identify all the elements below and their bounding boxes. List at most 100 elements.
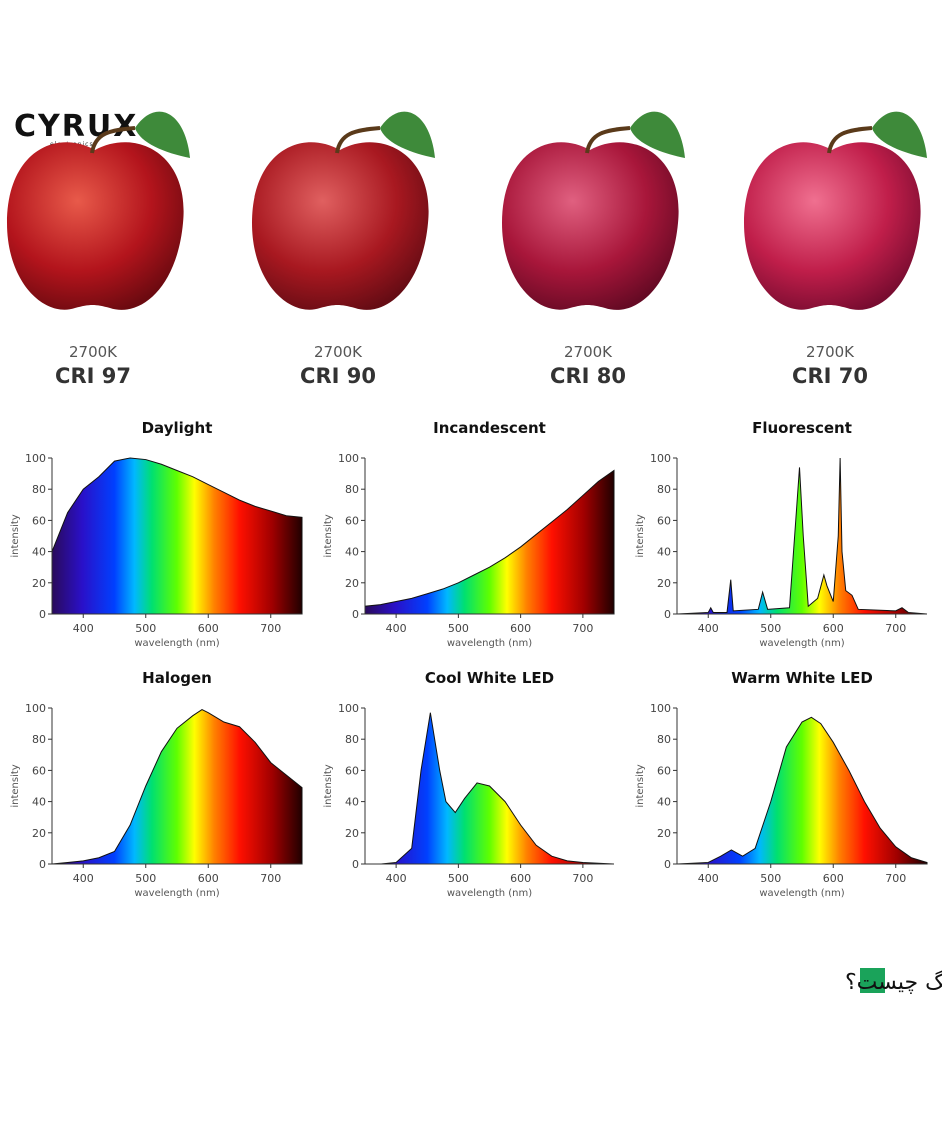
x-tick-label: 500 — [135, 872, 156, 885]
apple — [252, 142, 429, 310]
bullet — [860, 968, 885, 993]
chart-title: Incandescent — [433, 419, 546, 437]
chart: Incandescent 0 20 40 60 80 100 400 500 600 700 wave… — [323, 419, 615, 649]
y-tick-label: 100 — [25, 452, 46, 465]
y-tick-label: 80 — [32, 733, 46, 746]
y-axis-label: intensity — [635, 514, 646, 557]
x-tick-label: 700 — [572, 872, 593, 885]
chart-title: Fluorescent — [752, 419, 852, 437]
y-tick-label: 100 — [25, 702, 46, 715]
cri-label: CRI 70 — [792, 364, 868, 388]
x-tick-label: 400 — [386, 622, 407, 635]
x-tick-label: 700 — [572, 622, 593, 635]
y-tick-label: 40 — [657, 796, 671, 809]
y-tick-label: 60 — [32, 514, 46, 527]
x-tick-label: 500 — [760, 622, 781, 635]
cri-label: CRI 97 — [55, 364, 131, 388]
apple — [502, 142, 679, 310]
cri-label: CRI 80 — [550, 364, 626, 388]
spectrum-area — [51, 708, 303, 865]
x-tick-label: 500 — [760, 872, 781, 885]
y-tick-label: 0 — [352, 858, 359, 871]
chart-title: Warm White LED — [731, 669, 873, 687]
y-axis-label: intensity — [323, 764, 334, 807]
x-tick-label: 400 — [73, 622, 94, 635]
y-axis-label: intensity — [635, 764, 646, 807]
y-tick-label: 60 — [657, 764, 671, 777]
x-axis-label: wavelength (nm) — [134, 638, 219, 649]
y-tick-label: 80 — [657, 483, 671, 496]
apple-stem — [585, 126, 631, 154]
spectrum-area — [365, 712, 615, 865]
logo: CYRUX — [14, 109, 138, 144]
y-tick-label: 40 — [32, 796, 46, 809]
x-tick-label: 600 — [198, 872, 219, 885]
y-tick-label: 40 — [345, 796, 359, 809]
x-axis-label: wavelength (nm) — [134, 888, 219, 899]
chart-title: Cool White LED — [425, 669, 554, 687]
y-tick-label: 100 — [338, 452, 359, 465]
heading: شاخص تفکیک رنگ چیست؟ — [845, 969, 942, 995]
y-tick-label: 60 — [345, 514, 359, 527]
x-axis-label: wavelength (nm) — [447, 888, 532, 899]
chart-title: Halogen — [142, 669, 212, 687]
apple-leaf — [872, 111, 927, 158]
x-tick-label: 600 — [198, 622, 219, 635]
y-tick-label: 40 — [32, 546, 46, 559]
chart: Daylight 0 20 40 60 80 100 400 500 600 700 waveleng… — [10, 419, 303, 649]
x-tick-label: 500 — [448, 872, 469, 885]
x-tick-label: 400 — [698, 872, 719, 885]
y-tick-label: 40 — [657, 546, 671, 559]
kelvin-label: 2700K — [314, 343, 363, 361]
x-axis-label: wavelength (nm) — [447, 638, 532, 649]
y-axis-label: intensity — [10, 764, 21, 807]
y-tick-label: 0 — [39, 858, 46, 871]
y-tick-label: 60 — [657, 514, 671, 527]
apple — [7, 142, 184, 310]
x-tick-label: 500 — [448, 622, 469, 635]
y-tick-label: 60 — [345, 764, 359, 777]
spectrum-area — [676, 457, 928, 615]
y-tick-label: 80 — [345, 483, 359, 496]
apple-leaf — [135, 111, 190, 158]
y-tick-label: 100 — [338, 702, 359, 715]
y-tick-label: 20 — [657, 827, 671, 840]
x-tick-label: 400 — [73, 872, 94, 885]
y-tick-label: 100 — [650, 452, 671, 465]
chart: Warm White LED 0 20 40 60 80 100 400 500 600 700 wa… — [635, 669, 928, 899]
apple-stem — [335, 126, 381, 154]
x-tick-label: 600 — [823, 872, 844, 885]
apple-stem — [827, 126, 873, 154]
spectrum-area — [51, 457, 303, 615]
y-tick-label: 0 — [664, 608, 671, 621]
x-tick-label: 600 — [510, 622, 531, 635]
y-tick-label: 0 — [352, 608, 359, 621]
x-tick-label: 700 — [885, 872, 906, 885]
x-tick-label: 700 — [260, 622, 281, 635]
y-tick-label: 0 — [664, 858, 671, 871]
apple-stem — [90, 126, 136, 154]
y-tick-label: 0 — [39, 608, 46, 621]
kelvin-label: 2700K — [806, 343, 855, 361]
x-tick-label: 500 — [135, 622, 156, 635]
y-tick-label: 80 — [345, 733, 359, 746]
x-tick-label: 600 — [823, 622, 844, 635]
y-tick-label: 100 — [650, 702, 671, 715]
chart: Fluorescent 0 20 40 60 80 100 400 500 600 700 wavel… — [635, 419, 928, 649]
apple-leaf — [380, 111, 435, 158]
y-tick-label: 80 — [657, 733, 671, 746]
y-tick-label: 20 — [32, 577, 46, 590]
kelvin-label: 2700K — [69, 343, 118, 361]
x-tick-label: 400 — [386, 872, 407, 885]
y-tick-label: 20 — [657, 577, 671, 590]
apple-leaf — [630, 111, 685, 158]
y-tick-label: 80 — [32, 483, 46, 496]
chart-title: Daylight — [142, 419, 213, 437]
spectrum-area — [364, 469, 615, 615]
cri-label: CRI 90 — [300, 364, 376, 388]
y-axis-label: intensity — [323, 514, 334, 557]
y-tick-label: 40 — [345, 546, 359, 559]
x-tick-label: 700 — [885, 622, 906, 635]
kelvin-label: 2700K — [564, 343, 613, 361]
